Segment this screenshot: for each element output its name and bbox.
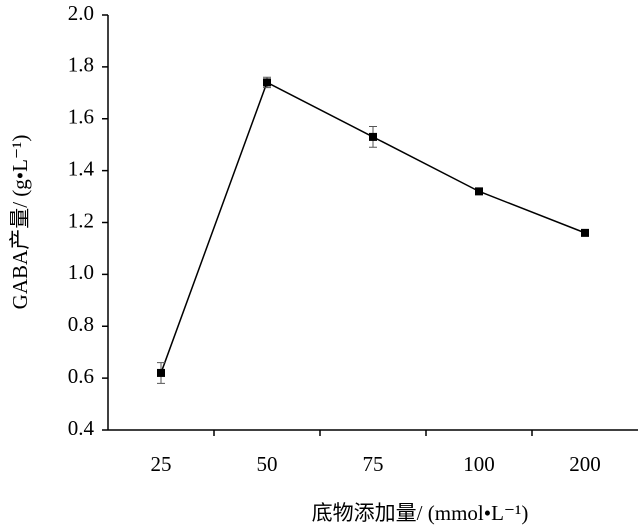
y-axis-label: GABA产量/ (g•L⁻¹) bbox=[8, 135, 32, 310]
x-axis-label: 底物添加量/ (mmol•L⁻¹) bbox=[312, 501, 529, 525]
point bbox=[581, 228, 589, 237]
y-tick-label: 0.8 bbox=[68, 312, 94, 336]
point bbox=[369, 132, 377, 141]
point bbox=[263, 78, 271, 87]
data-line bbox=[160, 81, 586, 374]
point bbox=[157, 368, 165, 377]
y-tick-label: 0.6 bbox=[68, 364, 94, 388]
y-tick-label: 1.8 bbox=[68, 53, 94, 77]
y-tick-label: 0.4 bbox=[68, 416, 95, 440]
x-tick-label: 100 bbox=[463, 452, 495, 476]
y-tick-label: 1.2 bbox=[68, 208, 94, 232]
y-tick-label: 1.6 bbox=[68, 105, 94, 129]
y-tick-label: 1.0 bbox=[68, 260, 94, 284]
x-tick-label: 50 bbox=[257, 452, 278, 476]
y-tick-label: 2.0 bbox=[68, 1, 94, 25]
y-tick-label: 1.4 bbox=[68, 156, 95, 180]
x-tick-label: 75 bbox=[363, 452, 384, 476]
x-tick-label: 25 bbox=[151, 452, 172, 476]
point bbox=[475, 187, 483, 196]
x-tick-label: 200 bbox=[569, 452, 601, 476]
